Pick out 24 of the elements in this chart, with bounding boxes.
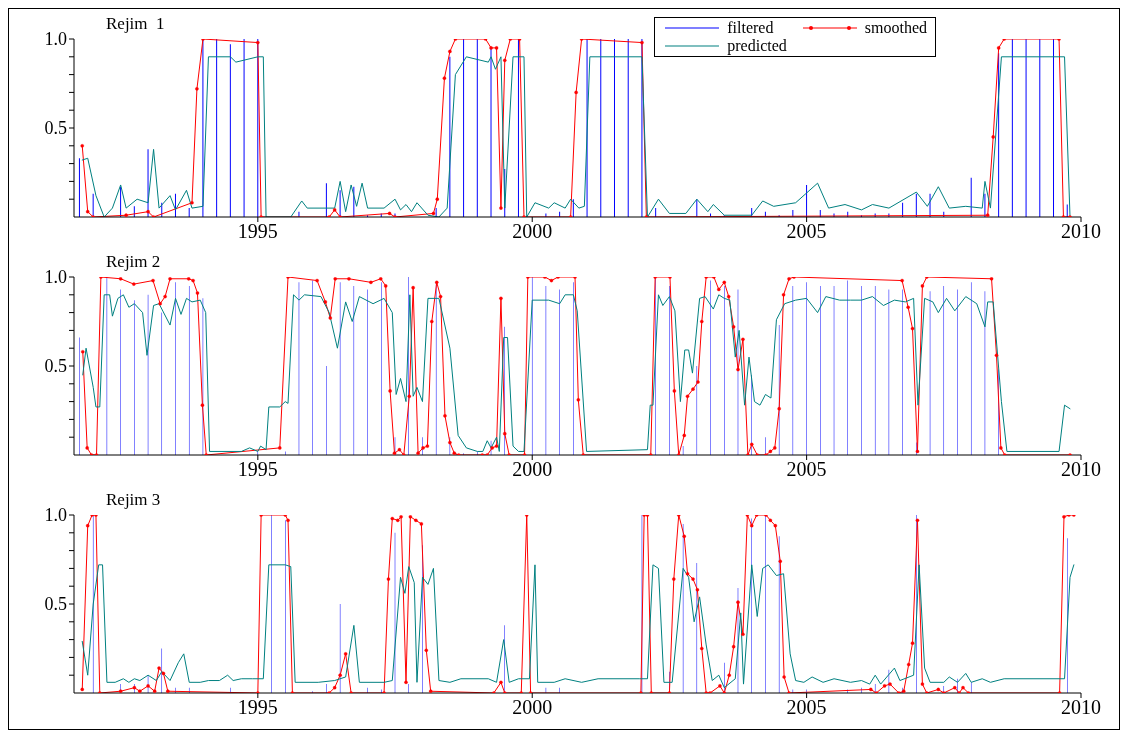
x-tick-label: 2005: [786, 458, 827, 481]
y-tick-label: 1.0: [44, 267, 67, 288]
legend-label: predicted: [727, 37, 787, 55]
x-tick-label: 2000: [512, 696, 553, 719]
legend-label: smoothed: [864, 19, 927, 37]
x-tick-label: 2000: [512, 458, 553, 481]
y-tick-label: 1.0: [44, 29, 67, 50]
y-tick-label: 0.5: [44, 118, 67, 139]
x-tick-label: 1995: [237, 458, 278, 481]
chart-title: Rejim 2: [106, 252, 161, 272]
y-tick-label: 0.5: [44, 356, 67, 377]
x-tick-label: 2010: [1061, 220, 1101, 243]
x-tick-label: 2010: [1061, 696, 1101, 719]
x-tick-label: 2005: [786, 696, 827, 719]
x-tick-label: 1995: [237, 696, 278, 719]
x-tick-label: 1995: [237, 220, 278, 243]
chart-title: Rejim 3: [106, 490, 161, 510]
y-tick-label: 0.5: [44, 594, 67, 615]
x-tick-label: 2010: [1061, 458, 1101, 481]
legend-label: filtered: [727, 19, 774, 37]
x-tick-label: 2005: [786, 220, 827, 243]
chart-title: Rejim 1: [106, 14, 165, 34]
y-tick-label: 1.0: [44, 505, 67, 526]
x-tick-label: 2000: [512, 220, 553, 243]
